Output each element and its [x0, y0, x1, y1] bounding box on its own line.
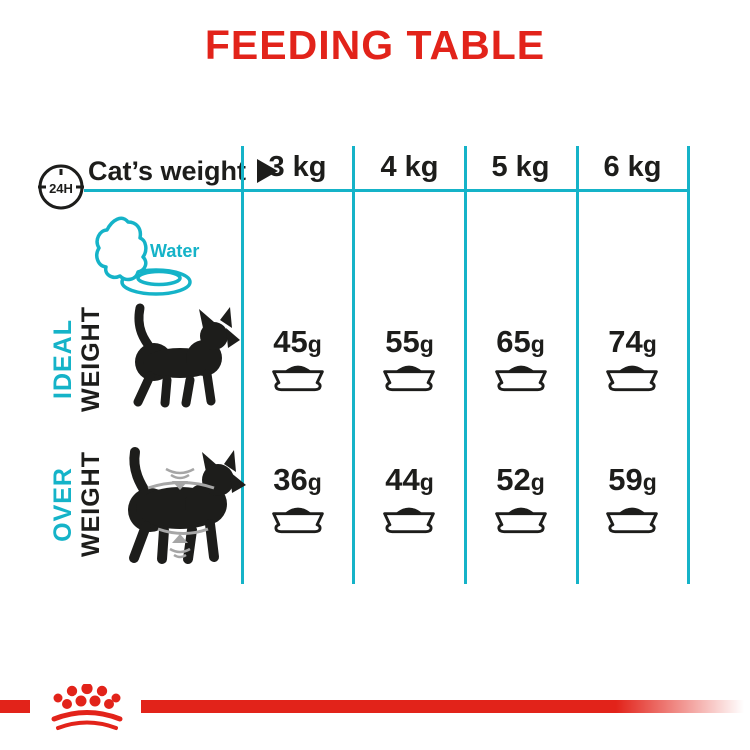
column-header-4kg: 4 kg [380, 151, 439, 183]
food-bowl-icon [269, 356, 327, 392]
amount-over-5kg: 52g [496, 462, 545, 497]
table-column-divider [352, 146, 355, 584]
amount-over-4kg: 44g [385, 462, 434, 497]
food-bowl-icon [380, 498, 438, 534]
table-column-divider [576, 146, 579, 584]
water-bowl-icon: Water [95, 216, 199, 296]
amount-ideal-3kg: 45g [273, 324, 322, 359]
food-bowl-icon [492, 498, 550, 534]
row-label-black: WEIGHT [76, 306, 105, 412]
food-bowl-icon [492, 356, 550, 392]
food-bowl-icon [269, 498, 327, 534]
column-header-6kg: 6 kg [603, 151, 662, 183]
amount-ideal-5kg: 65g [496, 324, 545, 359]
clock-24h-label: 24H [49, 181, 73, 196]
table-column-divider [241, 146, 244, 584]
amount-ideal-4kg: 55g [385, 324, 434, 359]
water-label: Water [150, 241, 199, 261]
column-header-5kg: 5 kg [491, 151, 550, 183]
row-label-accent: IDEAL [49, 319, 78, 399]
amount-over-6kg: 59g [608, 462, 657, 497]
column-header-3kg: 3 kg [268, 151, 327, 183]
food-bowl-icon [603, 498, 661, 534]
brand-band [141, 700, 750, 713]
food-bowl-icon [603, 356, 661, 392]
row-label-accent: OVER [49, 466, 78, 542]
crown-logo [51, 684, 123, 730]
row-header: Cat’s weight [88, 155, 279, 186]
table-column-divider [464, 146, 467, 584]
arrow-right-icon [257, 159, 279, 183]
row-label-over-weight: OVER WEIGHT [46, 438, 108, 570]
clock-24h-icon: 24H [38, 164, 84, 210]
amount-over-3kg: 36g [273, 462, 322, 497]
table-column-divider [687, 146, 690, 584]
brand-band-left [0, 700, 30, 713]
food-bowl-icon [380, 356, 438, 392]
overweight-cat-icon [128, 447, 246, 564]
row-label-ideal-weight: IDEAL WEIGHT [46, 296, 108, 422]
slimming-arrows [147, 467, 215, 559]
table-header-divider [84, 189, 690, 192]
amount-ideal-6kg: 74g [608, 324, 657, 359]
ideal-weight-cat-icon [133, 303, 240, 408]
cats-weight-label: Cat’s weight [88, 155, 247, 186]
row-label-black: WEIGHT [76, 451, 105, 557]
page-title: FEEDING TABLE [204, 22, 546, 68]
